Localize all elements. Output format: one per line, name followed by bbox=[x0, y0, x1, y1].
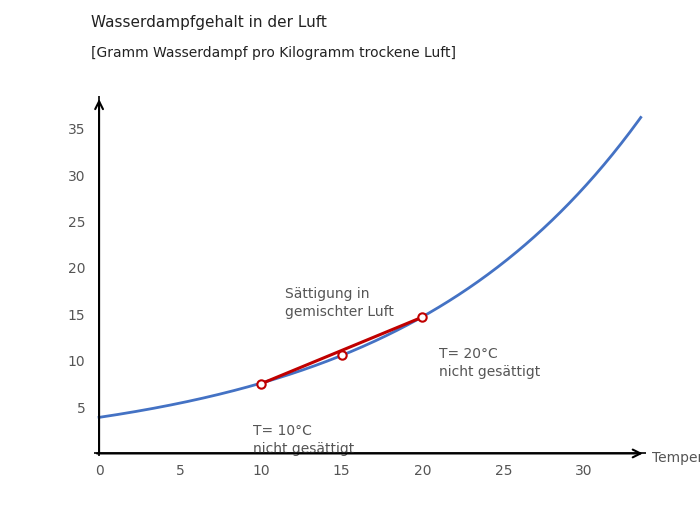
Text: Wasserdampfgehalt in der Luft: Wasserdampfgehalt in der Luft bbox=[91, 15, 327, 30]
Text: Sättigung in
gemischter Luft: Sättigung in gemischter Luft bbox=[285, 287, 394, 319]
Text: T= 20°C
nicht gesättigt: T= 20°C nicht gesättigt bbox=[439, 347, 540, 379]
Text: T= 10°C
nicht gesättigt: T= 10°C nicht gesättigt bbox=[253, 424, 354, 456]
Text: Temperatur [°C ]: Temperatur [°C ] bbox=[652, 451, 700, 465]
Text: [Gramm Wasserdampf pro Kilogramm trockene Luft]: [Gramm Wasserdampf pro Kilogramm trocken… bbox=[91, 46, 456, 60]
